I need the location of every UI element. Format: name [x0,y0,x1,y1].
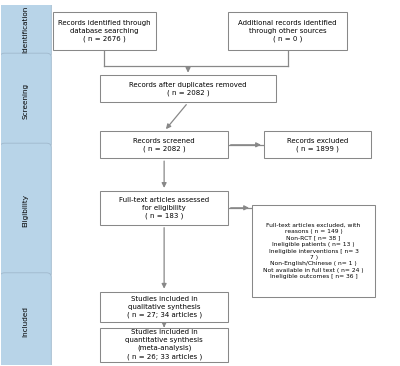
Text: Screening: Screening [23,83,29,119]
Text: Records after duplicates removed
( n = 2082 ): Records after duplicates removed ( n = 2… [129,82,247,96]
FancyBboxPatch shape [52,12,156,50]
Text: Records identified through
database searching
( n = 2676 ): Records identified through database sear… [58,20,151,42]
FancyBboxPatch shape [0,53,51,148]
Text: Eligibility: Eligibility [23,194,29,227]
FancyBboxPatch shape [100,291,228,322]
Text: Studies included in
quantitative synthesis
(meta-analysis)
( n = 26; 33 articles: Studies included in quantitative synthes… [125,329,203,360]
FancyBboxPatch shape [0,1,51,58]
Text: Included: Included [23,306,29,337]
Text: Studies included in
qualitative synthesis
( n = 27; 34 articles ): Studies included in qualitative synthesi… [126,296,202,318]
FancyBboxPatch shape [264,131,372,158]
FancyBboxPatch shape [0,143,51,278]
Text: Identification: Identification [23,6,29,53]
Text: Records screened
( n = 2082 ): Records screened ( n = 2082 ) [133,138,195,152]
FancyBboxPatch shape [100,191,228,225]
Text: Full-text articles excluded, with
reasons ( n = 149 )
Non-RCT [ n= 38 ]
Ineligib: Full-text articles excluded, with reason… [263,223,364,279]
FancyBboxPatch shape [228,12,348,50]
FancyBboxPatch shape [100,328,228,362]
FancyBboxPatch shape [100,75,276,102]
FancyBboxPatch shape [252,205,375,297]
Text: Records excluded
( n = 1899 ): Records excluded ( n = 1899 ) [287,138,348,152]
FancyBboxPatch shape [0,273,51,366]
Text: Full-text articles assessed
for eligibility
( n = 183 ): Full-text articles assessed for eligibil… [119,197,209,219]
FancyBboxPatch shape [100,131,228,158]
Text: Additional records identified
through other sources
( n = 0 ): Additional records identified through ot… [238,20,337,42]
